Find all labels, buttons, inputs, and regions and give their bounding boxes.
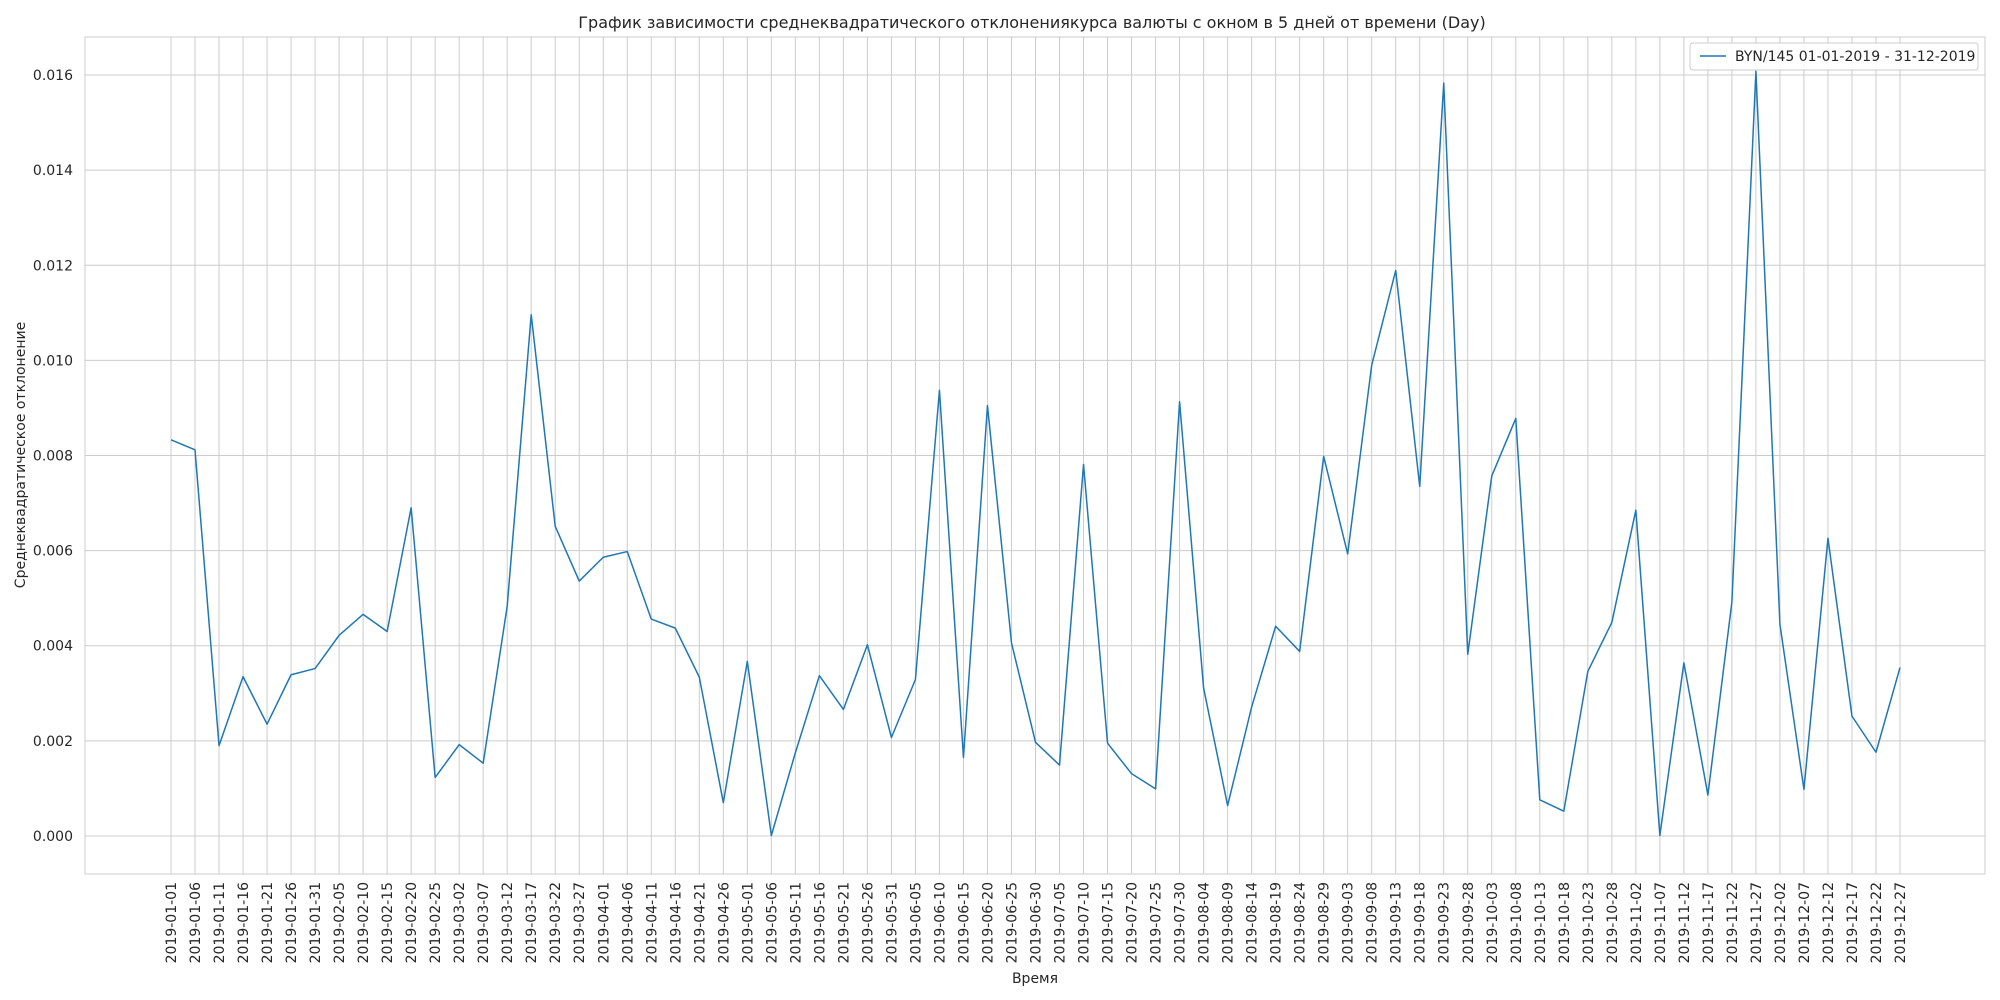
- x-tick-label: 2019-05-31: [884, 882, 900, 963]
- x-tick-label: 2019-05-01: [740, 882, 756, 963]
- x-tick-label: 2019-03-12: [500, 882, 516, 963]
- x-tick-label: 2019-07-05: [1053, 882, 1069, 963]
- x-tick-label: 2019-02-05: [332, 882, 348, 963]
- x-tick-label: 2019-11-17: [1701, 882, 1717, 963]
- x-tick-label: 2019-10-18: [1557, 882, 1573, 963]
- x-tick-label: 2019-01-06: [188, 882, 204, 963]
- x-tick-label: 2019-07-15: [1101, 882, 1117, 963]
- y-tick-label: 0.010: [33, 353, 73, 369]
- x-tick-label: 2019-02-15: [380, 882, 396, 963]
- x-tick-label: 2019-07-25: [1149, 882, 1165, 963]
- x-tick-label: 2019-09-28: [1461, 882, 1477, 963]
- y-tick-label: 0.004: [33, 639, 73, 655]
- y-tick-label: 0.014: [33, 163, 73, 179]
- x-tick-label: 2019-11-02: [1629, 882, 1645, 963]
- y-tick-label: 0.012: [33, 258, 73, 274]
- x-tick-label: 2019-08-09: [1221, 882, 1237, 963]
- x-tick-label: 2019-09-08: [1365, 882, 1381, 963]
- legend-box: [1689, 42, 1979, 71]
- x-tick-label: 2019-12-02: [1773, 882, 1789, 963]
- x-tick-label: 2019-04-21: [692, 882, 708, 963]
- chart-title: График зависимости среднеквадратического…: [578, 13, 1485, 32]
- x-tick-label: 2019-05-21: [836, 882, 852, 963]
- x-tick-label: 2019-02-25: [428, 882, 444, 963]
- x-tick-label: 2019-01-01: [164, 882, 180, 963]
- x-tick-label: 2019-08-29: [1317, 882, 1333, 963]
- x-tick-label: 2019-08-14: [1245, 882, 1261, 963]
- x-tick-label: 2019-06-30: [1029, 882, 1045, 963]
- x-tick-label: 2019-11-07: [1653, 882, 1669, 963]
- x-tick-label: 2019-08-04: [1197, 882, 1213, 963]
- x-tick-label: 2019-12-17: [1845, 882, 1861, 963]
- x-tick-label: 2019-04-16: [668, 882, 684, 963]
- legend: BYN/145 01-01-2019 - 31-12-2019: [1689, 42, 1979, 71]
- y-tick-label: 0.002: [33, 734, 73, 750]
- x-tick-label: 2019-01-11: [212, 882, 228, 963]
- x-tick-label: 2019-05-11: [788, 882, 804, 963]
- y-tick-label: 0.000: [33, 829, 73, 845]
- x-tick-label: 2019-09-18: [1413, 882, 1429, 963]
- x-tick-label: 2019-01-16: [236, 882, 252, 963]
- x-tick-label: 2019-10-23: [1581, 882, 1597, 963]
- x-tick-label: 2019-06-20: [980, 882, 996, 963]
- x-tick-label: 2019-06-05: [908, 882, 924, 963]
- y-tick-label: 0.016: [33, 68, 73, 84]
- x-tick-label: 2019-04-26: [716, 882, 732, 963]
- grid-layer: [85, 37, 1985, 874]
- x-tick-label: 2019-07-10: [1077, 882, 1093, 963]
- legend-label: BYN/145 01-01-2019 - 31-12-2019: [1735, 49, 1975, 65]
- x-tick-label: 2019-10-13: [1533, 882, 1549, 963]
- series-line: [170, 70, 1901, 837]
- x-tick-label: 2019-03-17: [524, 882, 540, 963]
- x-tick-label: 2019-02-10: [356, 882, 372, 963]
- x-tick-label: 2019-05-16: [812, 882, 828, 963]
- x-tick-label: 2019-12-07: [1797, 882, 1813, 963]
- x-tick-label: 2019-04-01: [596, 882, 612, 963]
- x-tick-label: 2019-06-25: [1004, 882, 1020, 963]
- x-tick-label: 2019-03-27: [572, 882, 588, 963]
- x-tick-label: 2019-12-27: [1893, 882, 1909, 963]
- x-tick-label: 2019-09-13: [1389, 882, 1405, 963]
- x-tick-label: 2019-12-22: [1869, 882, 1885, 963]
- x-tick-label: 2019-03-02: [452, 882, 468, 963]
- x-tick-label: 2019-03-22: [548, 882, 564, 963]
- x-tick-label: 2019-01-31: [308, 882, 324, 963]
- y-axis-label: Среднеквадратическое отклонение: [13, 322, 29, 588]
- x-tick-label: 2019-10-08: [1509, 882, 1525, 963]
- y-tick-label: 0.006: [33, 544, 73, 560]
- x-tick-label: 2019-01-21: [260, 882, 276, 963]
- x-tick-label: 2019-04-11: [644, 882, 660, 963]
- x-tick-label: 2019-09-03: [1341, 882, 1357, 963]
- x-axis-ticks: 2019-01-01 2019-01-06 2019-01-11 2019-01-16…: [164, 882, 1909, 963]
- series-layer: [170, 70, 1901, 837]
- x-tick-label: 2019-07-30: [1173, 882, 1189, 963]
- x-tick-label: 2019-06-10: [932, 882, 948, 963]
- x-tick-label: 2019-11-27: [1749, 882, 1765, 963]
- x-tick-label: 2019-03-07: [476, 882, 492, 963]
- plot-area-frame: [84, 36, 1986, 875]
- x-tick-label: 2019-08-24: [1293, 882, 1309, 963]
- x-tick-label: 2019-11-22: [1725, 882, 1741, 963]
- x-tick-label: 2019-01-26: [284, 882, 300, 963]
- x-tick-label: 2019-04-06: [620, 882, 636, 963]
- x-tick-label: 2019-05-06: [764, 882, 780, 963]
- x-tick-label: 2019-02-20: [404, 882, 420, 963]
- y-axis-ticks: 0.000 0.002 0.004 0.006 0.008 0.010 0.012 0.014…: [33, 68, 73, 845]
- x-tick-label: 2019-08-19: [1269, 882, 1285, 963]
- x-tick-label: 2019-05-26: [860, 882, 876, 963]
- x-tick-label: 2019-12-12: [1821, 882, 1837, 963]
- x-axis-label: Время: [1012, 971, 1058, 987]
- x-tick-label: 2019-10-03: [1485, 882, 1501, 963]
- x-tick-label: 2019-10-28: [1605, 882, 1621, 963]
- y-tick-label: 0.008: [33, 449, 73, 465]
- x-tick-label: 2019-11-12: [1677, 882, 1693, 963]
- x-tick-label: 2019-09-23: [1437, 882, 1453, 963]
- x-tick-label: 2019-07-20: [1125, 882, 1141, 963]
- x-tick-label: 2019-06-15: [956, 882, 972, 963]
